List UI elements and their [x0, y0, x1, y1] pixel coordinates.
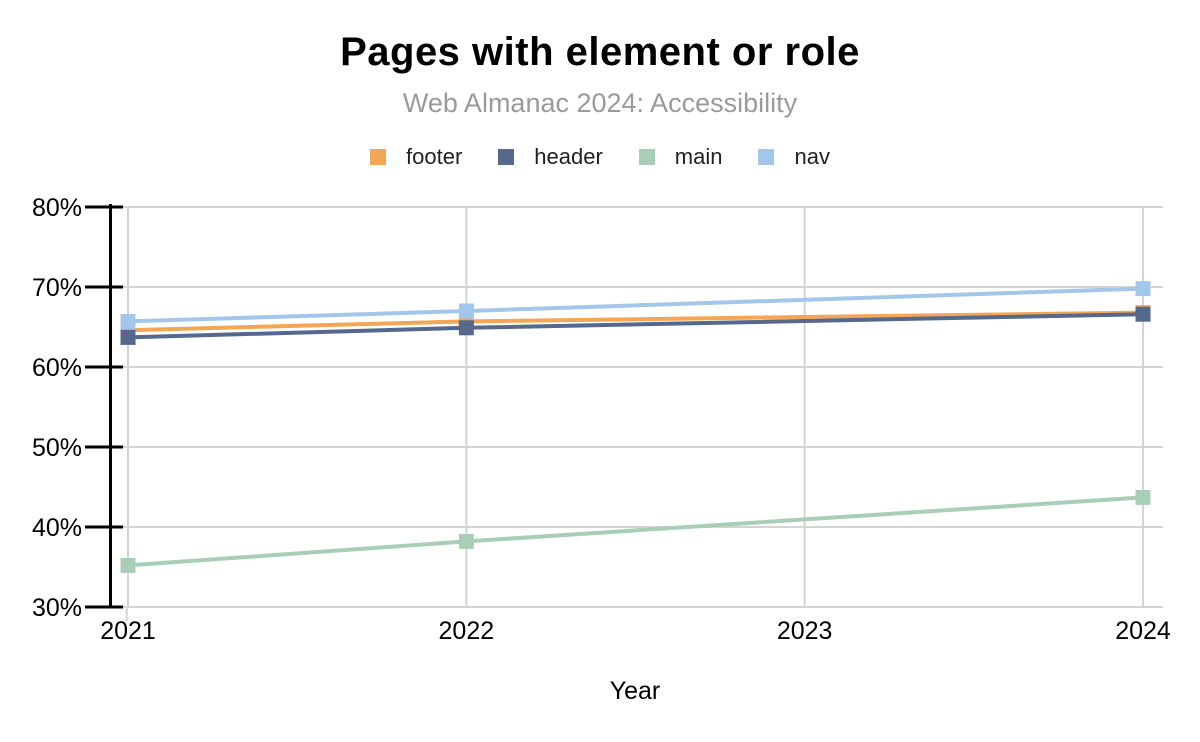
- marker-main-2022: [458, 533, 474, 549]
- x-axis-title: Year: [609, 677, 661, 705]
- legend-label-header: header: [534, 144, 603, 169]
- y-tick-label: 40%: [32, 514, 82, 542]
- legend-swatch-header: [498, 149, 515, 165]
- legend-swatch-main: [638, 149, 655, 165]
- marker-header-2022: [458, 320, 474, 336]
- legend: footer header main nav: [0, 144, 1200, 170]
- legend-label-nav: nav: [794, 144, 830, 169]
- x-tick-label: 2022: [439, 617, 495, 645]
- chart-subtitle: Web Almanac 2024: Accessibility: [402, 88, 798, 118]
- legend-item-header: header: [498, 144, 603, 170]
- series-line-main: [127, 495, 1144, 568]
- y-tick-label: 60%: [32, 354, 82, 382]
- x-tick-label: 2021: [100, 617, 156, 645]
- legend-item-main: main: [638, 144, 723, 170]
- y-tick-label: 30%: [32, 594, 82, 622]
- legend-swatch-footer: [370, 149, 387, 165]
- marker-main-2021: [120, 557, 136, 573]
- legend-swatch-nav: [758, 149, 775, 165]
- marker-main-2024: [1135, 489, 1151, 505]
- y-tick-label: 50%: [32, 434, 82, 462]
- legend-item-nav: nav: [758, 144, 830, 170]
- legend-label-footer: footer: [406, 144, 463, 169]
- marker-nav-2022: [458, 303, 474, 319]
- chart-title: Pages with element or role: [340, 30, 860, 74]
- legend-label-main: main: [674, 144, 723, 169]
- y-tick-label: 80%: [32, 194, 82, 222]
- marker-header-2021: [120, 329, 136, 345]
- marker-header-2024: [1135, 306, 1151, 322]
- x-tick-label: 2023: [777, 617, 833, 645]
- y-tick-label: 70%: [32, 274, 82, 302]
- marker-nav-2021: [120, 313, 136, 329]
- marker-nav-2024: [1135, 281, 1151, 297]
- x-tick-label: 2024: [1115, 617, 1171, 645]
- legend-item-footer: footer: [370, 144, 462, 170]
